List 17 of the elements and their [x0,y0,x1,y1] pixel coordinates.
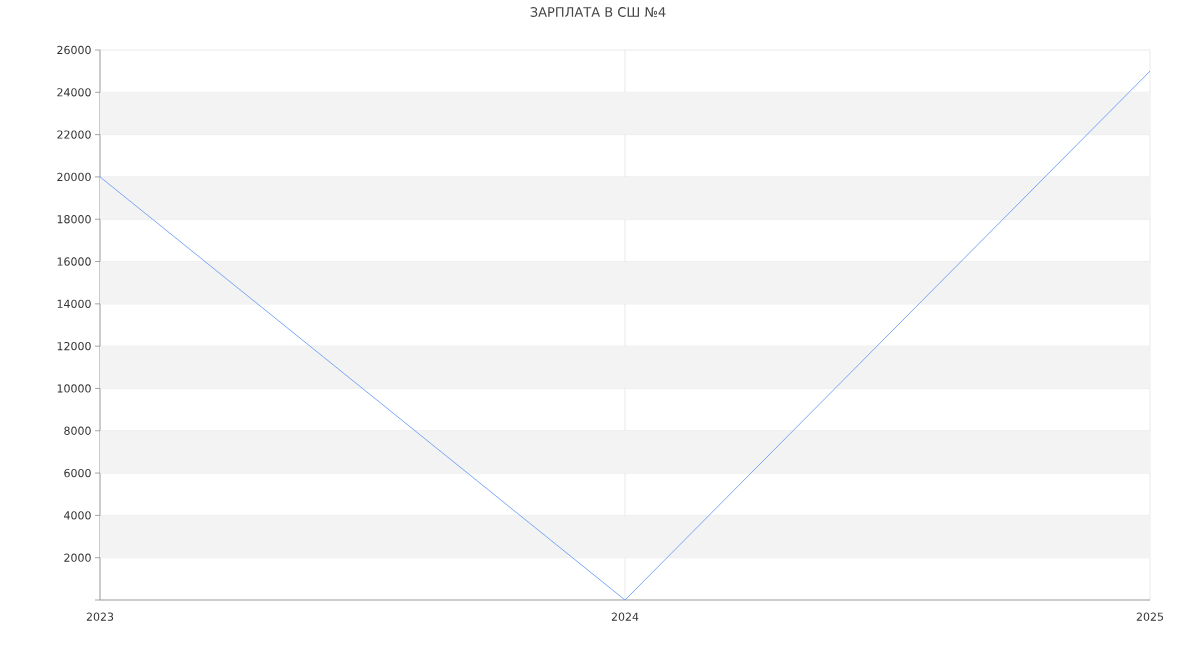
y-tick-label: 4000 [64,511,91,520]
y-tick-label: 24000 [57,88,91,97]
x-tick-label: 2023 [86,612,114,621]
y-tick-label: 10000 [57,384,91,393]
y-tick-label: 26000 [57,45,91,55]
y-tick-label: 16000 [57,257,91,266]
y-tick-label: 6000 [64,468,91,478]
y-tick-label: 14000 [57,299,91,308]
y-tick-label: 2000 [64,553,91,562]
y-tick-label: 18000 [57,215,91,224]
y-tick-label: 12000 [57,341,91,351]
chart-title: ЗАРПЛАТА В СШ №4 [530,7,666,17]
x-tick-label: 2025 [1136,612,1164,621]
x-tick-label: 2024 [611,612,639,621]
y-tick-label: 8000 [64,426,91,435]
y-tick-label: 22000 [57,130,91,139]
y-tick-label: 20000 [57,172,91,182]
